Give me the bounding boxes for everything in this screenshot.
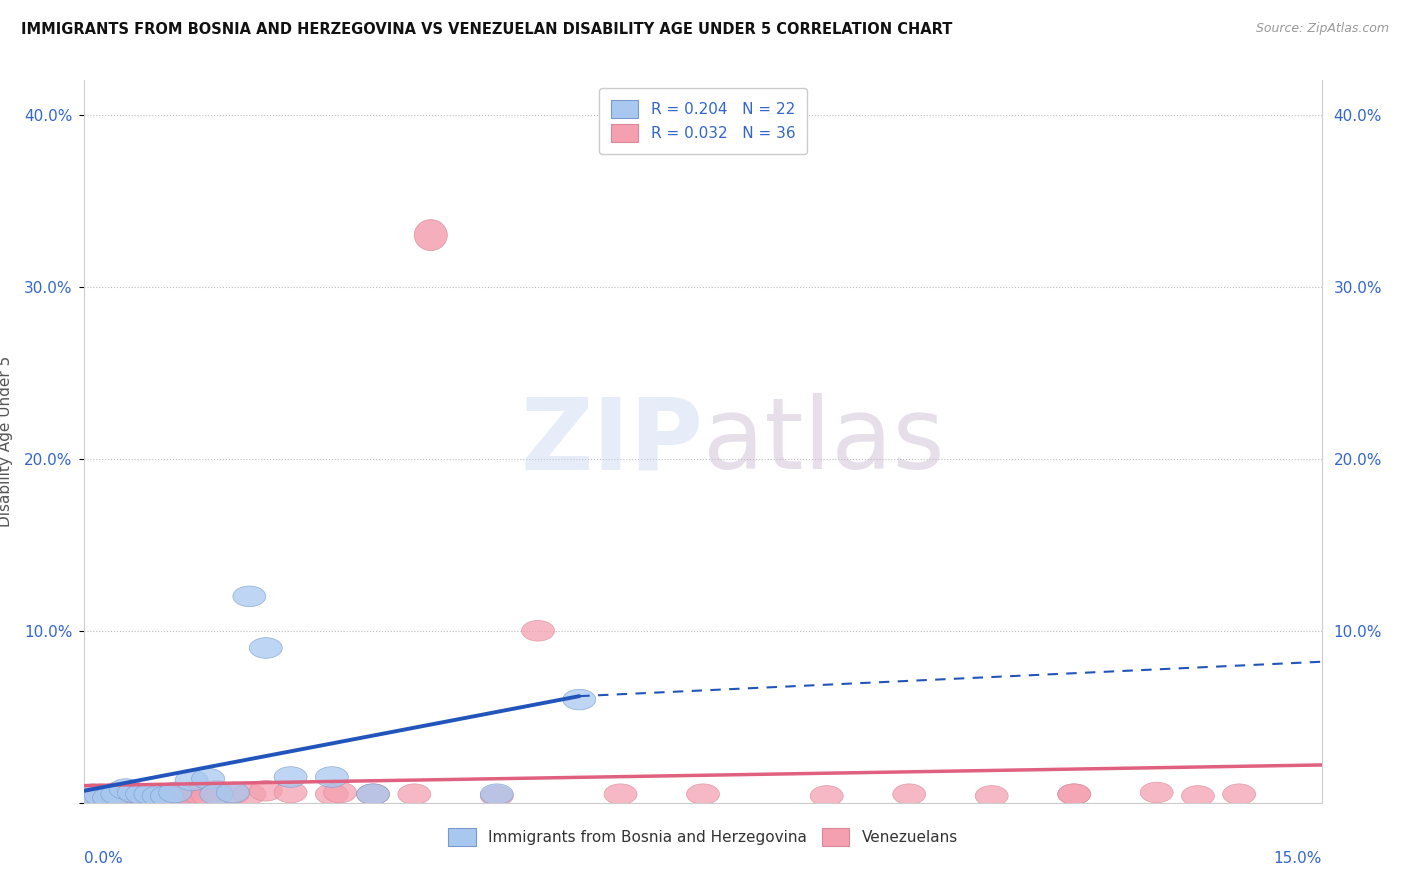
Ellipse shape <box>357 784 389 805</box>
Ellipse shape <box>315 767 349 788</box>
Text: ZIP: ZIP <box>520 393 703 490</box>
Ellipse shape <box>150 786 183 806</box>
Text: 15.0%: 15.0% <box>1274 851 1322 866</box>
Ellipse shape <box>686 784 720 805</box>
Text: IMMIGRANTS FROM BOSNIA AND HERZEGOVINA VS VENEZUELAN DISABILITY AGE UNDER 5 CORR: IMMIGRANTS FROM BOSNIA AND HERZEGOVINA V… <box>21 22 952 37</box>
Ellipse shape <box>84 784 117 805</box>
Ellipse shape <box>323 782 357 803</box>
Ellipse shape <box>150 784 183 805</box>
Ellipse shape <box>134 784 167 805</box>
Ellipse shape <box>1057 784 1091 805</box>
Ellipse shape <box>76 784 110 805</box>
Ellipse shape <box>142 786 176 806</box>
Ellipse shape <box>233 784 266 805</box>
Ellipse shape <box>191 786 225 806</box>
Ellipse shape <box>191 768 225 789</box>
Ellipse shape <box>200 784 233 805</box>
Ellipse shape <box>110 784 142 805</box>
Text: Source: ZipAtlas.com: Source: ZipAtlas.com <box>1256 22 1389 36</box>
Ellipse shape <box>93 786 125 806</box>
Ellipse shape <box>893 784 925 805</box>
Ellipse shape <box>481 786 513 806</box>
Ellipse shape <box>1181 786 1215 806</box>
Ellipse shape <box>183 784 217 805</box>
Ellipse shape <box>84 786 117 806</box>
Ellipse shape <box>117 786 150 806</box>
Ellipse shape <box>1140 782 1173 803</box>
Y-axis label: Disability Age Under 5: Disability Age Under 5 <box>0 356 13 527</box>
Ellipse shape <box>605 784 637 805</box>
Text: atlas: atlas <box>703 393 945 490</box>
Ellipse shape <box>562 690 596 710</box>
Ellipse shape <box>117 782 150 803</box>
Ellipse shape <box>125 784 159 805</box>
Ellipse shape <box>274 767 307 788</box>
Ellipse shape <box>159 782 191 803</box>
Ellipse shape <box>125 784 159 805</box>
Ellipse shape <box>249 638 283 658</box>
Ellipse shape <box>93 788 125 808</box>
Ellipse shape <box>134 784 167 805</box>
Ellipse shape <box>233 586 266 607</box>
Ellipse shape <box>200 780 233 801</box>
Ellipse shape <box>217 784 249 805</box>
Text: 0.0%: 0.0% <box>84 851 124 866</box>
Ellipse shape <box>481 784 513 805</box>
Ellipse shape <box>101 784 134 805</box>
Ellipse shape <box>1057 784 1091 805</box>
Ellipse shape <box>142 786 176 806</box>
Ellipse shape <box>357 784 389 805</box>
Ellipse shape <box>167 786 200 806</box>
Ellipse shape <box>398 784 430 805</box>
Ellipse shape <box>176 782 208 803</box>
Ellipse shape <box>522 621 554 641</box>
Ellipse shape <box>101 782 134 803</box>
Ellipse shape <box>415 219 447 251</box>
Ellipse shape <box>110 779 142 799</box>
Ellipse shape <box>274 782 307 803</box>
Ellipse shape <box>249 780 283 801</box>
Ellipse shape <box>76 786 110 806</box>
Legend: Immigrants from Bosnia and Herzegovina, Venezuelans: Immigrants from Bosnia and Herzegovina, … <box>437 818 969 856</box>
Ellipse shape <box>159 784 191 805</box>
Ellipse shape <box>810 786 844 806</box>
Ellipse shape <box>176 770 208 791</box>
Ellipse shape <box>976 786 1008 806</box>
Ellipse shape <box>315 784 349 805</box>
Ellipse shape <box>1223 784 1256 805</box>
Ellipse shape <box>217 782 249 803</box>
